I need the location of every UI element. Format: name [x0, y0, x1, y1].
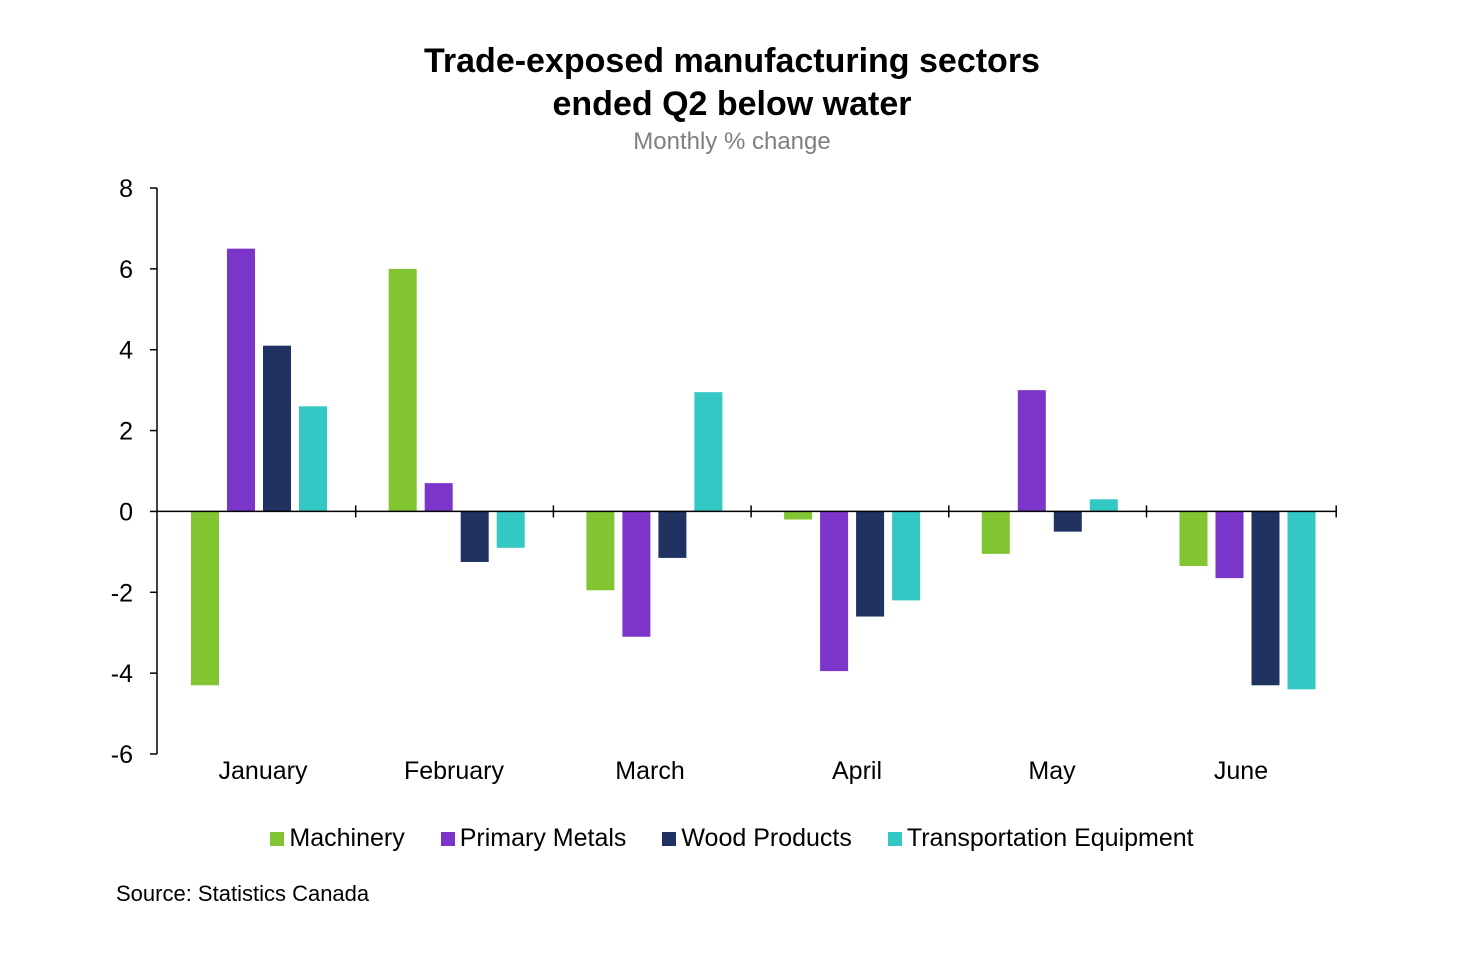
bar-machinery-may	[981, 511, 1010, 554]
legend-item-primary-metals: Primary Metals	[440, 824, 627, 853]
legend-swatch	[662, 831, 677, 846]
x-axis	[157, 505, 1337, 518]
bar-machinery-april	[784, 511, 813, 520]
legend-item-machinery: Machinery	[270, 824, 405, 853]
bar-primary-metals-january	[227, 248, 255, 512]
y-tick-label: 2	[119, 418, 133, 446]
bar-wood-products-june	[1251, 511, 1280, 686]
bar-transportation-equipment-february	[496, 511, 525, 548]
legend-label: Wood Products	[681, 824, 852, 852]
category-labels: January February March April May June	[219, 757, 1269, 785]
legend-item-wood-products: Wood Products	[662, 824, 852, 853]
legend-swatch	[887, 831, 902, 846]
category-label-january: January	[219, 757, 308, 785]
category-label-may: May	[1028, 757, 1076, 785]
source-note: Source: Statistics Canada	[116, 881, 370, 906]
legend-item-transportation-equipment: Transportation Equipment	[887, 824, 1194, 853]
bar-wood-products-may	[1053, 511, 1082, 532]
category-label-april: April	[832, 757, 882, 785]
bar-machinery-june	[1179, 511, 1208, 567]
y-tick-label: 0	[119, 498, 133, 526]
bars	[191, 248, 1316, 690]
legend: Machinery Primary Metals Wood Products Tran…	[0, 824, 1464, 853]
legend-swatch	[270, 831, 285, 846]
chart-title: Trade-exposed manufacturing sectors ende…	[0, 40, 1464, 126]
bar-transportation-equipment-april	[892, 511, 921, 601]
y-tick-label: -6	[111, 741, 133, 769]
bar-machinery-march	[586, 511, 615, 591]
category-label-february: February	[404, 757, 505, 785]
bar-primary-metals-april	[820, 511, 849, 672]
bar-machinery-february	[388, 268, 417, 512]
bar-primary-metals-february	[424, 483, 453, 512]
bar-wood-products-april	[856, 511, 885, 617]
bar-primary-metals-may	[1017, 390, 1046, 512]
legend-label: Transportation Equipment	[906, 824, 1194, 852]
y-axis: 8 6 4 2 0 -2 -4 -6	[111, 175, 158, 769]
y-tick-label: 6	[119, 256, 133, 284]
bar-wood-products-march	[658, 511, 687, 558]
bar-transportation-equipment-june	[1287, 511, 1316, 690]
bar-wood-products-february	[460, 511, 489, 562]
category-label-march: March	[615, 757, 684, 785]
y-tick-label: 4	[119, 337, 133, 365]
title-block: Trade-exposed manufacturing sectors ende…	[0, 40, 1464, 157]
bar-transportation-equipment-january	[299, 406, 327, 512]
chart-title-line-2: ended Q2 below water	[552, 85, 912, 123]
chart-subtitle: Monthly % change	[633, 128, 831, 155]
bar-primary-metals-june	[1215, 511, 1244, 579]
legend-label: Machinery	[289, 824, 405, 852]
y-tick-label: -4	[111, 660, 133, 688]
chart-title-line-1: Trade-exposed manufacturing sectors	[424, 42, 1040, 80]
bar-transportation-equipment-may	[1089, 499, 1118, 512]
bar-wood-products-january	[263, 345, 291, 512]
y-tick-label: -2	[111, 579, 133, 607]
category-label-june: June	[1214, 757, 1268, 785]
bar-primary-metals-march	[622, 511, 651, 637]
legend-swatch	[440, 831, 455, 846]
legend-label: Primary Metals	[459, 824, 627, 852]
bar-machinery-january	[191, 511, 219, 686]
bar-transportation-equipment-march	[694, 392, 723, 512]
y-tick-label: 8	[119, 175, 133, 203]
